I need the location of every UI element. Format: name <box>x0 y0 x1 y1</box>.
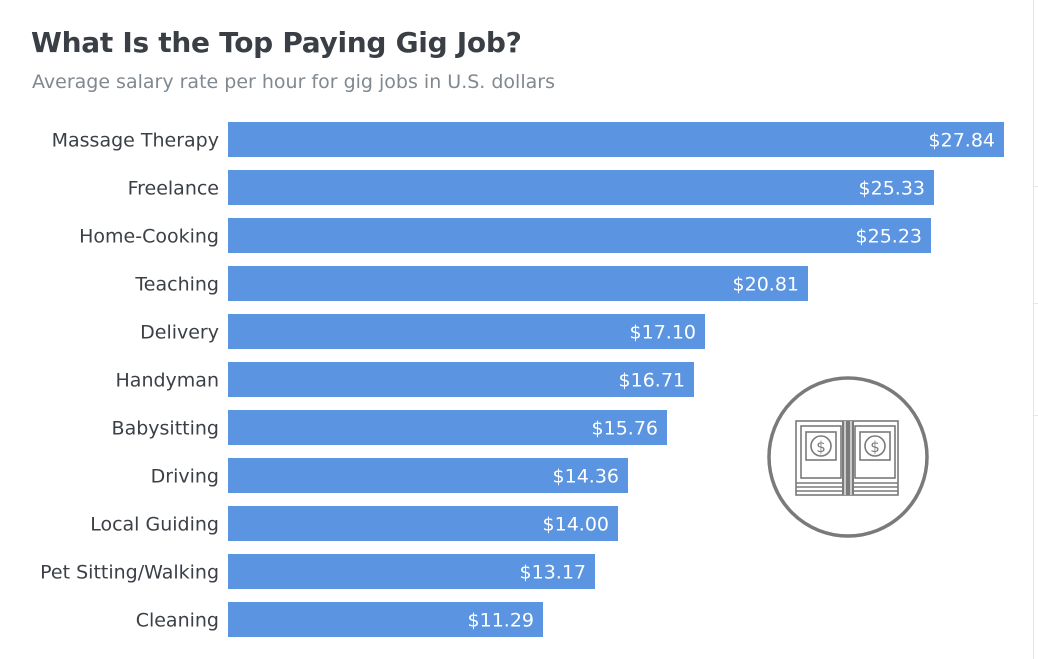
bar <box>228 410 667 445</box>
category-label: Massage Therapy <box>52 130 219 152</box>
bar <box>228 362 694 397</box>
chart-subtitle: Average salary rate per hour for gig job… <box>32 71 555 93</box>
bar-row: Babysitting $15.76 <box>112 410 667 445</box>
bill-dollar-glyph: $ <box>816 438 826 456</box>
bar-row: Pet Sitting/Walking $13.17 <box>40 554 595 589</box>
money-stack-icon: $ $ <box>767 376 929 538</box>
bar <box>228 554 595 589</box>
bar <box>228 314 705 349</box>
bar-row: Cleaning $11.29 <box>136 602 543 637</box>
bar-row: Local Guiding $14.00 <box>90 506 618 541</box>
bar-row: Teaching $20.81 <box>134 266 808 301</box>
value-label: $11.29 <box>468 610 534 632</box>
bar <box>228 218 931 253</box>
right-divider-tick <box>1033 186 1038 187</box>
bar-row: Driving $14.36 <box>151 458 628 493</box>
category-label: Cleaning <box>136 610 219 632</box>
value-label: $20.81 <box>733 274 799 296</box>
bar-row: Handyman $16.71 <box>116 362 694 397</box>
right-divider-tick <box>1033 415 1038 416</box>
category-label: Babysitting <box>112 418 219 440</box>
bar-row: Delivery $17.10 <box>140 314 705 349</box>
category-label: Driving <box>151 466 219 488</box>
right-divider-tick <box>1033 303 1038 304</box>
chart-title: What Is the Top Paying Gig Job? <box>31 26 522 59</box>
category-label: Pet Sitting/Walking <box>40 562 219 584</box>
bar <box>228 122 1004 157</box>
bar-row: Massage Therapy $27.84 <box>52 122 1004 157</box>
value-label: $15.76 <box>592 418 658 440</box>
value-label: $14.36 <box>553 466 619 488</box>
bar <box>228 170 934 205</box>
category-label: Local Guiding <box>90 514 219 536</box>
value-label: $27.84 <box>929 130 995 152</box>
category-label: Teaching <box>134 274 219 296</box>
category-label: Delivery <box>140 322 219 344</box>
right-divider <box>1033 0 1034 659</box>
bar <box>228 266 808 301</box>
value-label: $13.17 <box>520 562 586 584</box>
value-label: $16.71 <box>619 370 685 392</box>
bar <box>228 602 543 637</box>
value-label: $17.10 <box>630 322 696 344</box>
value-label: $25.23 <box>856 226 922 248</box>
bar <box>228 458 628 493</box>
value-label: $14.00 <box>543 514 609 536</box>
bar-row: Freelance $25.33 <box>128 170 934 205</box>
value-label: $25.33 <box>859 178 925 200</box>
category-label: Handyman <box>116 370 219 392</box>
bar-row: Home-Cooking $25.23 <box>79 218 931 253</box>
bill-dollar-glyph: $ <box>870 438 880 456</box>
category-label: Home-Cooking <box>79 226 219 248</box>
category-label: Freelance <box>128 178 219 200</box>
bar <box>228 506 618 541</box>
